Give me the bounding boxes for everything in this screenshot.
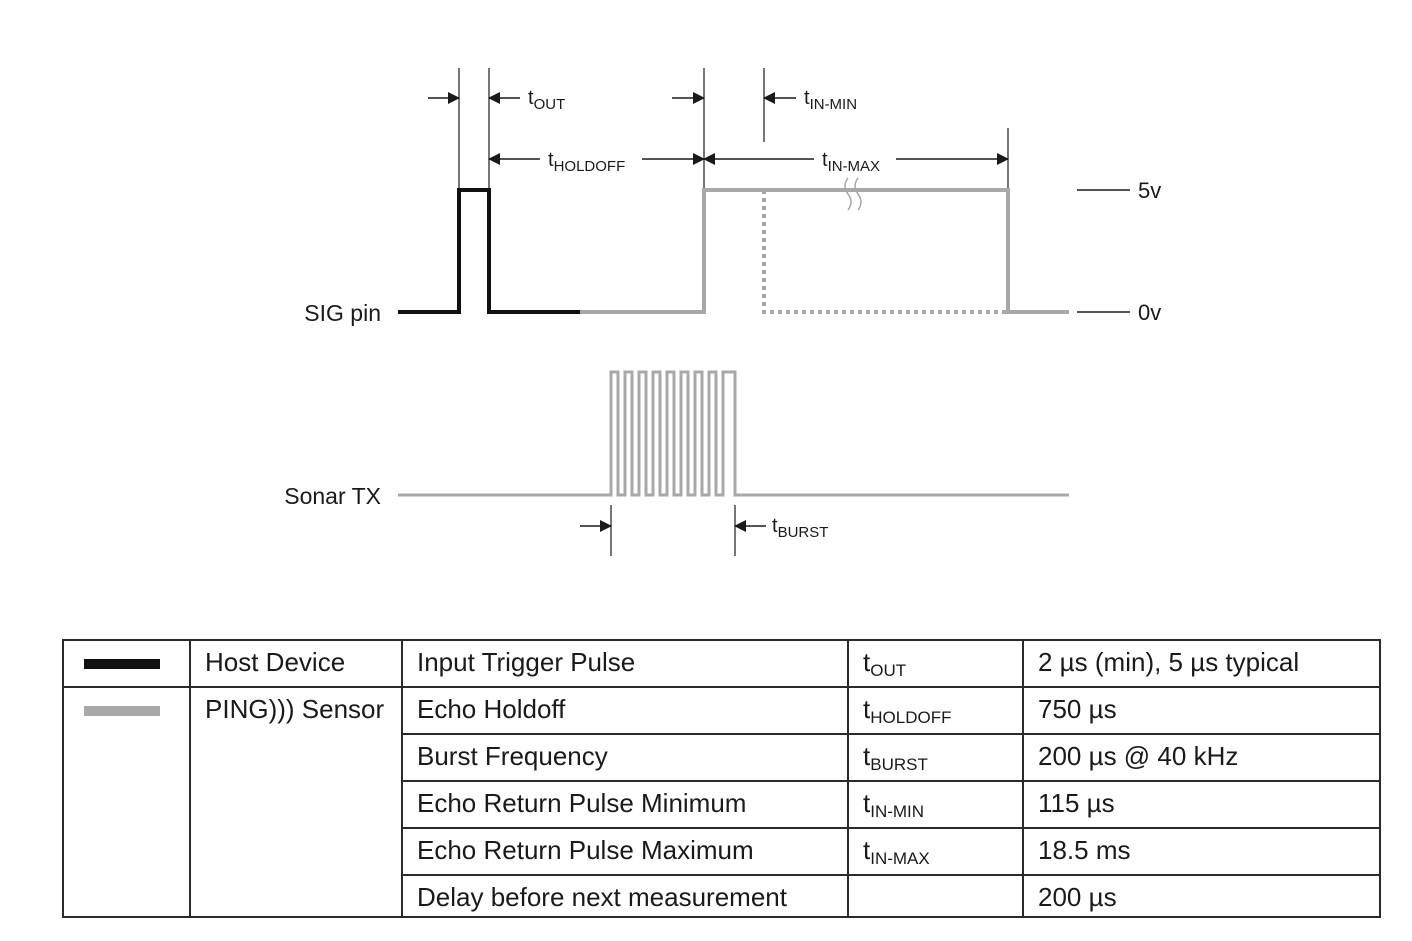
value-cell: 18.5 ms [1022, 827, 1381, 876]
param-cell: Input Trigger Pulse [401, 639, 849, 688]
param-cell: Echo Return Pulse Minimum [401, 780, 849, 829]
param-cell: Delay before next measurement [401, 874, 849, 918]
table-row: Host Device Input Trigger Pulse tOUT 2 µ… [62, 639, 1381, 688]
value-cell: 200 µs [1022, 874, 1381, 918]
sensor-echo-waveform [580, 188, 1069, 314]
table-row: PING))) Sensor Echo Holdoff tHOLDOFF 750… [62, 686, 1381, 918]
timing-spec-table: Host Device Input Trigger Pulse tOUT 2 µ… [62, 639, 1381, 918]
sensor-legend-cell [62, 686, 191, 918]
host-legend-cell [62, 639, 191, 688]
param-cell: Echo Holdoff [401, 686, 849, 735]
t-in-max-label: tIN-MAX [822, 149, 880, 175]
sensor-legend-line [84, 706, 160, 716]
value-cell: 2 µs (min), 5 µs typical [1022, 639, 1381, 688]
0v-label: 0v [1138, 300, 1161, 325]
symbol-cell: tOUT [847, 639, 1024, 688]
symbol-cell: tIN-MIN [847, 780, 1024, 829]
value-cell: 750 µs [1022, 686, 1381, 735]
symbol-cell [847, 874, 1024, 918]
timing-arrows [428, 92, 1009, 532]
symbol-cell: tHOLDOFF [847, 686, 1024, 735]
timing-diagram: SIG pin Sonar TX 5v 0v [284, 68, 1161, 556]
table-row: Echo Return Pulse Maximum tIN-MAX 18.5 m… [63, 827, 1381, 876]
host-legend-line [84, 659, 160, 669]
value-cell: 115 µs [1022, 780, 1381, 829]
sonar-tx-label: Sonar TX [284, 483, 381, 509]
table-row: Echo Return Pulse Minimum tIN-MIN 115 µs [63, 780, 1381, 829]
table-row: Burst Frequency tBURST 200 µs @ 40 kHz [63, 733, 1381, 782]
t-holdoff-label: tHOLDOFF [548, 149, 625, 175]
sensor-owner-cell: PING))) Sensor [189, 686, 403, 918]
host-owner-cell: Host Device [189, 639, 403, 688]
t-in-min-label: tIN-MIN [804, 87, 857, 113]
param-cell: Burst Frequency [401, 733, 849, 782]
value-cell: 200 µs @ 40 kHz [1022, 733, 1381, 782]
5v-label: 5v [1138, 178, 1161, 203]
sonar-tx-waveform [398, 370, 1069, 497]
table-row: Delay before next measurement 200 µs [63, 874, 1381, 918]
symbol-cell: tBURST [847, 733, 1024, 782]
sig-pin-label: SIG pin [304, 300, 381, 326]
echo-minimum-dotted [762, 190, 1008, 314]
param-cell: Echo Return Pulse Maximum [401, 827, 849, 876]
symbol-cell: tIN-MAX [847, 827, 1024, 876]
t-burst-label: tBURST [772, 515, 828, 541]
time-break-mark [844, 177, 862, 211]
t-out-label: tOUT [528, 87, 565, 113]
host-trigger-waveform [398, 188, 580, 314]
